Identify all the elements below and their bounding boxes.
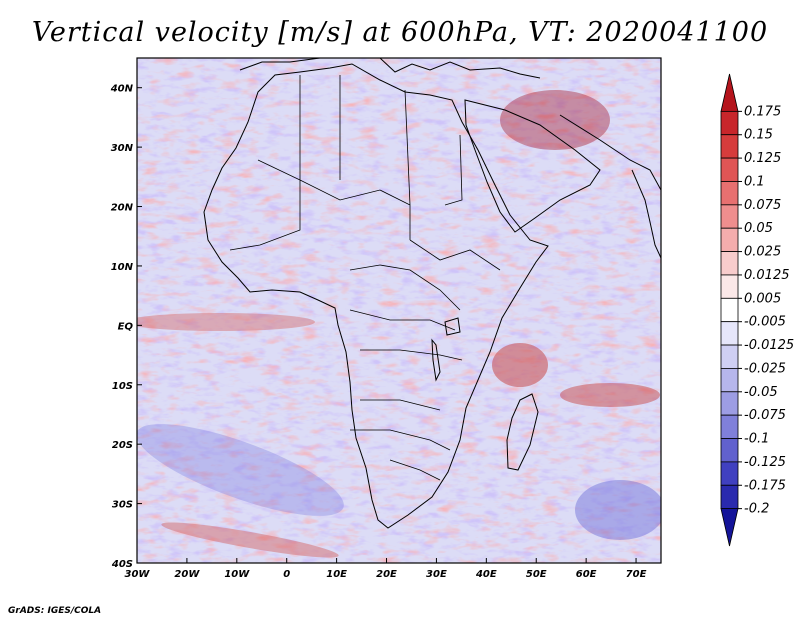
colorbar-label: 0.025 xyxy=(744,245,781,260)
colorbar-segment xyxy=(720,391,739,416)
colorbar-labels: 0.175 0.15 0.125 0.1 0.075 0.05 0.025 0.0125 0.0… xyxy=(738,104,794,517)
lon-tick-label: 30W xyxy=(125,569,151,580)
colorbar-label: -0.1 xyxy=(744,432,769,447)
plot-frame xyxy=(136,57,662,564)
latitude-ticks: 40N 30N 20N 10N EQ 10S 20S 30S 40S xyxy=(110,84,142,570)
lake-tanganyika xyxy=(431,338,441,382)
colorbar-label: -0.05 xyxy=(744,385,778,400)
south-ocean-blue-patch xyxy=(575,480,661,540)
africa-coastline xyxy=(203,63,549,529)
coastlines xyxy=(203,58,661,529)
longitude-ticks: 30W 20W 10W 0 10E 20E 30E 40E 50E 60E 70E xyxy=(125,558,647,580)
colorbar-label: -0.075 xyxy=(744,408,786,423)
country-borders xyxy=(229,75,501,481)
colorbar-label: -0.2 xyxy=(744,502,769,517)
colorbar-label: -0.175 xyxy=(744,478,786,493)
colorbar-label: 0.075 xyxy=(744,198,781,213)
colorbar-label: 0.125 xyxy=(744,151,781,166)
colorbar-label: -0.005 xyxy=(744,315,786,330)
colorbar-segment xyxy=(720,321,739,346)
europe-coastline xyxy=(239,58,541,79)
lon-tick-label: 20E xyxy=(376,569,397,580)
lat-tick-label: 30S xyxy=(112,500,133,511)
colorbar-segment xyxy=(720,274,739,299)
equatorial-atlantic-red-band xyxy=(137,313,315,331)
east-indian-ocean-patch xyxy=(560,383,660,407)
lon-tick-label: 30E xyxy=(426,569,447,580)
southern-red-streak xyxy=(161,522,339,558)
colorbar-label: 0.0125 xyxy=(744,268,790,283)
asia-coastline xyxy=(559,114,661,191)
arabia-coastline xyxy=(464,99,601,233)
lon-tick-label: 0 xyxy=(283,569,290,580)
colorbar-segment xyxy=(720,438,739,463)
colorbar-segment xyxy=(720,297,739,323)
arabia-ascent-patch xyxy=(500,90,610,150)
velocity-field xyxy=(137,58,661,563)
colorbar-segment xyxy=(720,227,739,252)
colorbar-segment xyxy=(720,110,739,136)
lon-tick-label: 10E xyxy=(326,569,347,580)
madagascar-coastline xyxy=(506,393,539,471)
colorbar-segment xyxy=(720,134,739,159)
colorbar-segment xyxy=(720,461,739,486)
lat-tick-label: 40S xyxy=(111,559,133,570)
lake-victoria xyxy=(444,317,461,336)
lat-tick-label: 20N xyxy=(111,203,134,214)
lon-tick-label: 60E xyxy=(576,569,597,580)
lat-tick-label: 10N xyxy=(111,262,134,273)
lat-tick-label: 30N xyxy=(111,143,134,154)
colorbar-segment xyxy=(720,484,739,510)
colorbar-segment xyxy=(720,73,739,112)
colorbar-segment xyxy=(720,368,739,393)
colorbar-segment xyxy=(720,344,739,369)
lat-tick-label: 10S xyxy=(112,381,133,392)
colorbar-segment xyxy=(720,181,739,206)
lon-tick-label: 40E xyxy=(475,569,497,580)
colorbar-label: 0.005 xyxy=(744,291,781,306)
lon-tick-label: 20W xyxy=(174,569,200,580)
mozambique-channel-patch xyxy=(492,343,548,387)
colorbar-segment xyxy=(720,157,739,182)
grads-credit: GrADS: IGES/COLA xyxy=(8,606,101,616)
south-atlantic-blue-band xyxy=(137,424,344,516)
colorbar-label: -0.025 xyxy=(744,361,786,376)
colorbar-segment xyxy=(720,508,739,547)
colorbar xyxy=(720,73,739,547)
lon-tick-label: 50E xyxy=(526,569,547,580)
map-title: Vertical velocity [m/s] at 600hPa, VT: 2… xyxy=(32,17,768,48)
colorbar-segment xyxy=(720,251,739,276)
lat-tick-label: EQ xyxy=(118,321,134,332)
colorbar-label: 0.175 xyxy=(744,104,781,119)
colorbar-segment xyxy=(720,204,739,229)
colorbar-label: 0.1 xyxy=(744,174,765,189)
lon-tick-label: 70E xyxy=(626,569,647,580)
india-coastline xyxy=(631,169,661,259)
lat-tick-label: 40N xyxy=(110,84,134,95)
colorbar-label: 0.05 xyxy=(744,221,773,236)
colorbar-label: 0.15 xyxy=(744,128,773,143)
lon-tick-label: 10W xyxy=(224,569,250,580)
colorbar-segment xyxy=(720,414,739,439)
colorbar-label: -0.0125 xyxy=(744,338,794,353)
colorbar-label: -0.125 xyxy=(744,455,786,470)
lat-tick-label: 20S xyxy=(112,440,133,451)
